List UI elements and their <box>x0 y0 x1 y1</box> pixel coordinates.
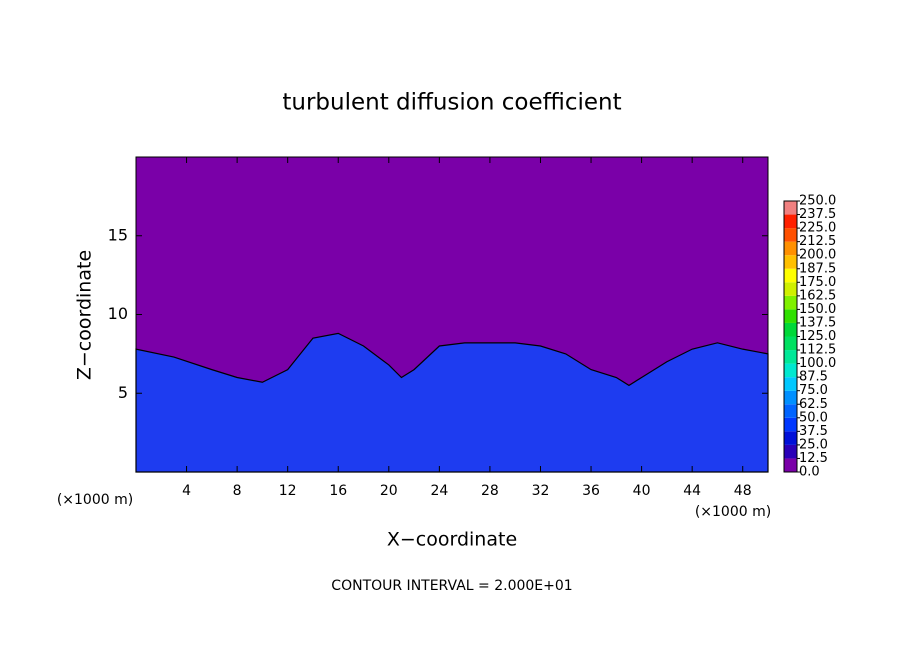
colorbar-label: 25.0 <box>799 437 828 452</box>
colorbar-label: 125.0 <box>799 329 836 344</box>
y-tick-label: 15 <box>108 225 128 244</box>
x-tick-label: 48 <box>734 483 752 499</box>
colorbar-band <box>784 322 797 337</box>
colorbar-band <box>784 417 797 432</box>
colorbar-label: 12.5 <box>799 451 828 466</box>
colorbar-band <box>784 309 797 323</box>
colorbar-band <box>784 444 797 459</box>
x-tick-label: 28 <box>481 483 499 499</box>
colorbar-label: 250.0 <box>799 194 836 209</box>
colorbar-label: 212.5 <box>799 234 836 249</box>
colorbar-band <box>784 404 797 418</box>
y-axis-label: Z−coordinate <box>74 250 96 380</box>
chart-title: turbulent diffusion coefficient <box>282 90 621 116</box>
y-tick-label: 10 <box>108 304 128 323</box>
colorbar-label: 37.5 <box>799 424 828 439</box>
turbulent-layer <box>135 332 769 473</box>
colorbar-band <box>784 228 797 242</box>
colorbar-band <box>784 363 797 378</box>
colorbar-band <box>784 214 797 229</box>
note: CONTOUR INTERVAL = 2.000E+01 <box>331 578 572 594</box>
x-tick-label: 36 <box>582 483 600 499</box>
colorbar-label: 87.5 <box>799 370 828 385</box>
colorbar-band <box>784 255 797 269</box>
colorbar-label: 162.5 <box>799 288 836 303</box>
x-unit-label: (×1000 m) <box>57 492 133 508</box>
x-tick-label: 16 <box>329 483 347 499</box>
colorbar-label: 0.0 <box>799 465 820 480</box>
x-tick-label: 32 <box>532 483 550 499</box>
colorbar-label: 200.0 <box>799 248 836 263</box>
colorbar-label: 187.5 <box>799 261 836 276</box>
colorbar-band <box>784 336 797 351</box>
colorbar-label: 150.0 <box>799 302 836 317</box>
x-tick-label: 4 <box>182 483 191 499</box>
colorbar-band <box>784 377 797 391</box>
x-unit-label: (×1000 m) <box>695 504 771 520</box>
colorbar-band <box>784 390 797 405</box>
colorbar-band <box>784 282 797 296</box>
colorbar-band <box>784 431 797 445</box>
colorbar-label: 225.0 <box>799 221 836 236</box>
x-tick-label: 24 <box>430 483 448 499</box>
x-tick-label: 12 <box>279 483 297 499</box>
colorbar-band <box>784 268 797 283</box>
colorbar-label: 112.5 <box>799 343 836 358</box>
colorbar-label: 62.5 <box>799 397 828 412</box>
y-tick-label: 5 <box>118 383 128 402</box>
colorbar-label: 100.0 <box>799 356 836 371</box>
x-tick-label: 8 <box>233 483 242 499</box>
colorbar-label: 237.5 <box>799 207 836 222</box>
colorbar-label: 137.5 <box>799 315 836 330</box>
colorbar-band <box>784 241 797 256</box>
colorbar-band <box>784 295 797 310</box>
x-tick-label: 40 <box>633 483 651 499</box>
colorbar-label: 50.0 <box>799 410 828 425</box>
colorbar-band <box>784 458 797 472</box>
x-tick-label: 20 <box>380 483 398 499</box>
x-tick-label: 44 <box>683 483 701 499</box>
colorbar-label: 175.0 <box>799 275 836 290</box>
x-axis-label: X−coordinate <box>387 529 517 551</box>
colorbar-band <box>784 201 797 215</box>
colorbar-label: 75.0 <box>799 383 828 398</box>
colorbar-band <box>784 350 797 364</box>
